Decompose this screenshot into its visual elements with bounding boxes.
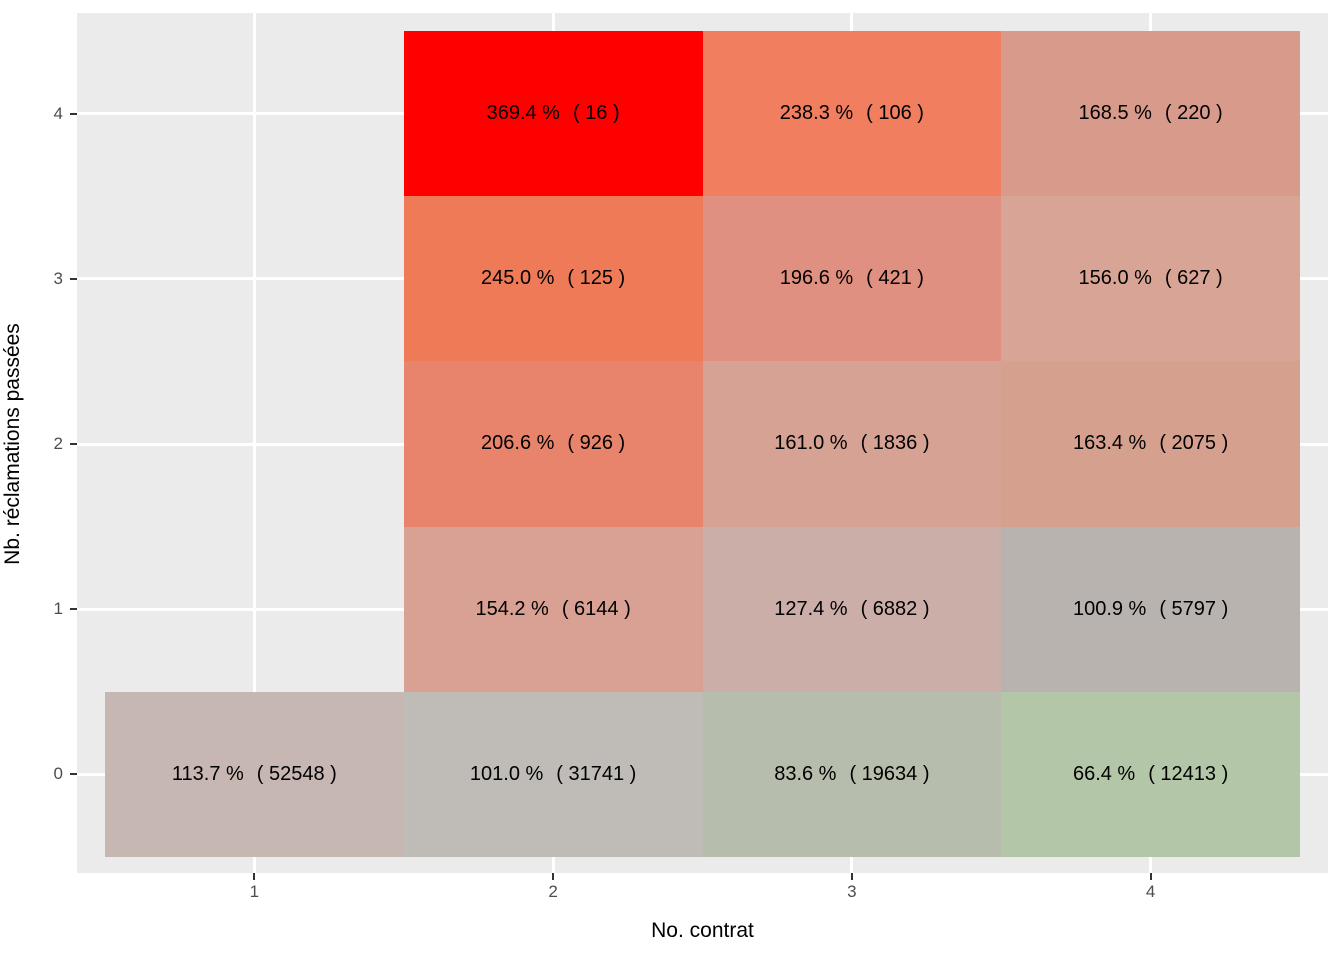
- cell-percent-label: 113.7 %: [171, 762, 244, 785]
- cell-percent-label: 161.0 %: [774, 432, 848, 455]
- heatmap-cell: 163.4 % ( 2075 ): [1001, 361, 1300, 527]
- cell-count-label: ( 125 ): [567, 267, 626, 290]
- cell-percent-label: 168.5 %: [1078, 102, 1152, 125]
- cell-count-label: ( 31741 ): [556, 762, 637, 785]
- heatmap-cell: 245.0 % ( 125 ): [403, 196, 703, 362]
- plot-panel: 113.7 % ( 52548 ) 101.0 % ( 31741 ) 83.6 % ( …: [77, 13, 1328, 873]
- cell-percent-label: 156.0 %: [1078, 267, 1152, 290]
- y-axis-tick-mark: [70, 112, 77, 115]
- y-axis-tick-mark: [70, 277, 77, 280]
- y-axis-tick-mark: [70, 443, 77, 445]
- y-axis-title: Nb. réclamations passées: [1, 323, 24, 565]
- heatmap-cell: 238.3 % ( 106 ): [702, 31, 1002, 197]
- y-axis-tick-label: 2: [53, 434, 63, 453]
- cell-percent-label: 127.4 %: [774, 597, 848, 620]
- x-axis-tick-mark: [552, 873, 555, 880]
- heatmap-cell: 113.7 % ( 52548 ): [105, 691, 404, 857]
- heatmap-cell: 168.5 % ( 220 ): [1001, 31, 1300, 197]
- cell-percent-label: 154.2 %: [475, 597, 549, 620]
- cell-percent-label: 206.6 %: [481, 432, 555, 455]
- cell-count-label: ( 220 ): [1164, 102, 1223, 125]
- cell-percent-label: 163.4 %: [1072, 432, 1147, 455]
- cell-count-label: ( 6882 ): [860, 597, 930, 620]
- x-axis-tick-mark: [253, 873, 256, 880]
- x-axis-tick-label: 3: [847, 882, 857, 901]
- cell-count-label: ( 52548 ): [256, 762, 337, 785]
- heatmap-cell: 100.9 % ( 5797 ): [1001, 526, 1300, 692]
- y-axis-tick-mark: [70, 773, 77, 776]
- heatmap-cell: 161.0 % ( 1836 ): [702, 361, 1002, 527]
- y-axis-tick-label: 0: [53, 764, 63, 784]
- cell-percent-label: 238.3 %: [779, 102, 854, 125]
- heatmap-cell: 66.4 % ( 12413 ): [1001, 691, 1300, 857]
- heatmap-cell: 101.0 % ( 31741 ): [403, 691, 703, 857]
- y-axis-tick-label: 3: [53, 268, 63, 288]
- heatmap-cell: 206.6 % ( 926 ): [403, 361, 703, 527]
- cell-percent-label: 101.0 %: [469, 762, 544, 785]
- heatmap-cell: 156.0 % ( 627 ): [1001, 196, 1300, 362]
- x-axis-tick-label: 1: [249, 882, 260, 901]
- cell-percent-label: 100.9 %: [1072, 597, 1147, 620]
- x-axis-tick-mark: [850, 873, 853, 880]
- cell-count-label: ( 106 ): [866, 102, 924, 125]
- heatmap-cell: 154.2 % ( 6144 ): [403, 526, 703, 692]
- cell-count-label: ( 2075 ): [1159, 432, 1229, 455]
- heatmap-cell: 83.6 % ( 19634 ): [702, 691, 1002, 857]
- y-axis-tick-label: 4: [53, 103, 63, 123]
- cell-count-label: ( 5797 ): [1159, 597, 1229, 620]
- cell-percent-label: 369.4 %: [486, 102, 560, 125]
- x-axis-title: No. contrat: [651, 919, 754, 942]
- cell-percent-label: 245.0 %: [481, 267, 555, 290]
- y-axis-tick-label: 1: [53, 599, 63, 619]
- cell-count-label: ( 1836 ): [860, 432, 930, 455]
- heatmap-cell: 196.6 % ( 421 ): [702, 196, 1002, 362]
- cell-count-label: ( 16 ): [572, 102, 620, 125]
- cell-count-label: ( 6144 ): [561, 597, 631, 620]
- x-axis-tick-label: 4: [1145, 882, 1156, 901]
- heatmap-cell: 369.4 % ( 16 ): [403, 31, 703, 197]
- heatmap-cell: 127.4 % ( 6882 ): [702, 526, 1002, 692]
- cell-percent-label: 66.4 %: [1072, 762, 1136, 785]
- cell-percent-label: 83.6 %: [774, 762, 837, 785]
- cell-count-label: ( 12413 ): [1148, 762, 1229, 785]
- x-axis-tick-label: 2: [548, 882, 558, 901]
- cell-count-label: ( 19634 ): [849, 762, 930, 785]
- cell-count-label: ( 926 ): [567, 432, 626, 455]
- cell-count-label: ( 627 ): [1164, 267, 1223, 290]
- cell-percent-label: 196.6 %: [779, 267, 854, 290]
- cell-count-label: ( 421 ): [866, 267, 924, 290]
- x-axis-tick-mark: [1149, 873, 1152, 880]
- y-axis-tick-mark: [70, 608, 77, 611]
